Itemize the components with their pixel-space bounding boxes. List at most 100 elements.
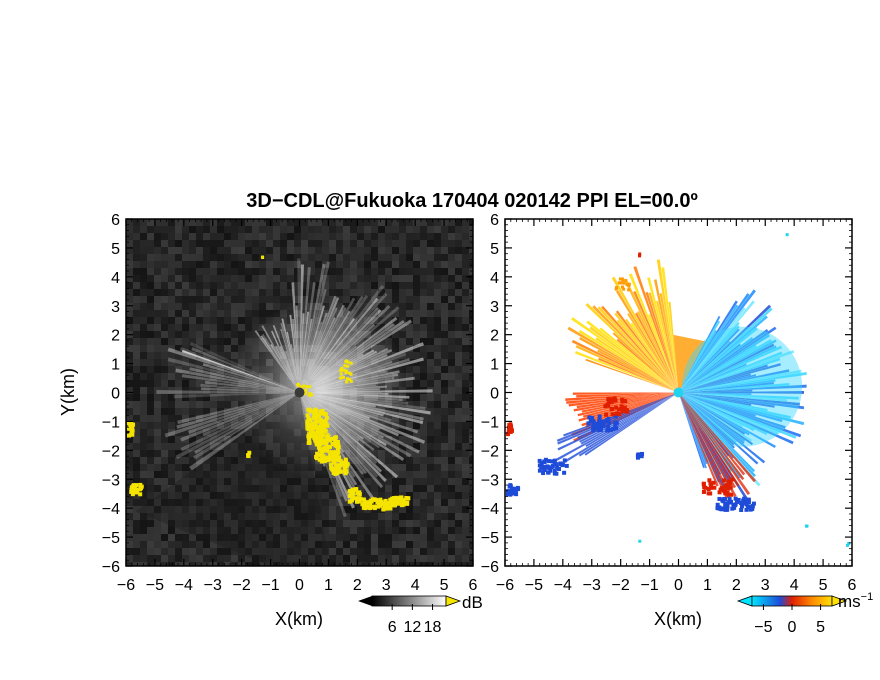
noise-cell [168,436,175,443]
noise-cell [448,303,455,310]
intensity-beam [299,352,407,393]
noise-cell [133,492,140,499]
noise-cell [322,268,329,275]
y-tick-label: 6 [111,212,120,229]
noise-cell [392,555,399,562]
velocity-red-beam [576,392,679,409]
velocity-negative-beam [678,392,705,469]
overlay-pixel [342,464,347,469]
noise-cell [245,275,252,282]
noise-cell [378,520,385,527]
noise-cell [182,478,189,485]
noise-cell [126,436,133,443]
noise-cell [371,478,378,485]
noise-cell [427,471,434,478]
noise-cell [203,415,210,422]
overlay-pixel [341,368,345,372]
overlay-pixel [614,405,619,410]
noise-cell [427,233,434,240]
noise-cell [196,555,203,562]
noise-cell [399,555,406,562]
noise-cell [462,366,469,373]
noise-cell [322,492,329,499]
noise-cell [182,548,189,555]
overlay-pixel [505,432,510,437]
noise-cell [147,520,154,527]
noise-cell [189,541,196,548]
overlay-pixel [317,435,322,440]
noise-cell [189,492,196,499]
noise-cell [413,492,420,499]
noise-cell [182,401,189,408]
noise-cell [448,457,455,464]
velocity-positive-beam [615,290,679,393]
noise-cell [434,261,441,268]
noise-cell [189,373,196,380]
velocity-positive-beam [611,276,679,393]
noise-cell [420,401,427,408]
noise-cell [182,464,189,471]
noise-cell [182,233,189,240]
noise-cell [168,541,175,548]
noise-cell [126,471,133,478]
x-tick-label: 5 [440,577,449,594]
noise-cell [280,562,287,566]
noise-cell [462,247,469,254]
noise-cell [238,296,245,303]
noise-cell [343,492,350,499]
velocity-positive-beam [633,266,679,393]
noise-cell [364,233,371,240]
noise-cell [280,289,287,296]
overlay-pixel [598,427,603,432]
noise-cell [406,282,413,289]
noise-cell [441,387,448,394]
noise-cell [238,282,245,289]
noise-cell [336,534,343,541]
noise-cell [378,471,385,478]
noise-cell [245,219,252,226]
noise-cell [434,219,441,226]
noise-cell [462,303,469,310]
noise-cell [182,555,189,562]
noise-cell [427,541,434,548]
overlay-pixel [352,487,357,492]
noise-cell [294,254,301,261]
noise-cell [133,268,140,275]
velocity-negative-beam [678,384,807,393]
overlay-pixel [355,497,360,502]
noise-cell [231,240,238,247]
noise-cell [196,422,203,429]
noise-cell [406,317,413,324]
noise-cell [231,317,238,324]
intensity-beam [189,392,300,471]
noise-cell [322,247,329,254]
noise-cell [455,338,462,345]
overlay-pixel [387,501,392,506]
noise-cell [147,436,154,443]
noise-cell [441,485,448,492]
noise-cell [175,373,182,380]
noise-cell [133,429,140,436]
noise-cell [252,289,259,296]
noise-cell [441,478,448,485]
noise-cell [161,499,168,506]
noise-cell [266,555,273,562]
overlay-pixel [313,410,318,415]
noise-cell [140,471,147,478]
noise-cell [133,219,140,226]
overlay-pixel [381,507,386,512]
noise-cell [168,478,175,485]
overlay-pixel [591,428,596,433]
noise-cell [259,289,266,296]
noise-cell [168,464,175,471]
velocity-negative-beam [678,392,752,406]
x-tick-label: −6 [117,577,135,594]
noise-cell [140,359,147,366]
noise-cell [448,436,455,443]
noise-cell [322,226,329,233]
noise-cell [182,317,189,324]
overlay-pixel [346,364,350,368]
noise-cell [364,296,371,303]
noise-cell [350,527,357,534]
noise-cell [322,240,329,247]
